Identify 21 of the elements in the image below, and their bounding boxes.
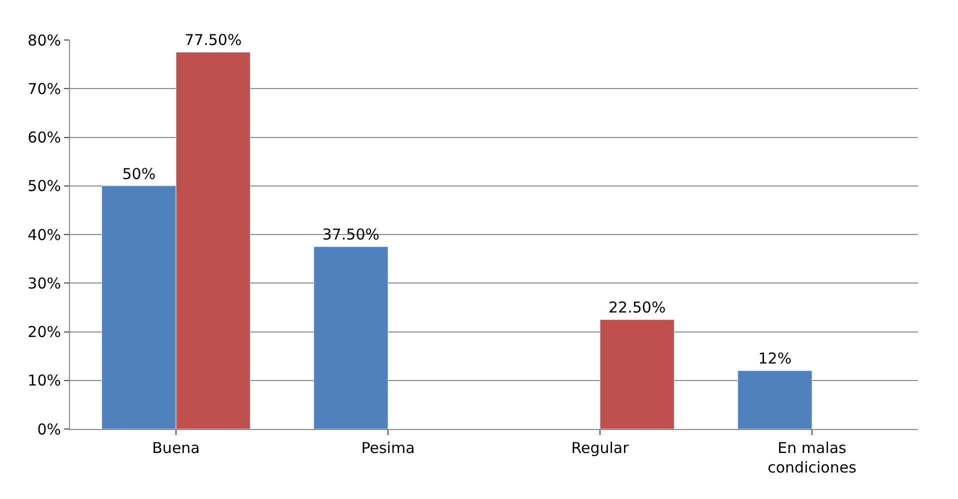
x-tick-label: Buena xyxy=(152,439,200,457)
x-tick-label: En malas condiciones xyxy=(768,439,857,476)
y-tick-label: 80% xyxy=(28,31,61,50)
y-tick-label: 40% xyxy=(28,226,61,244)
bar xyxy=(738,370,812,429)
y-tick-label: 0% xyxy=(37,420,61,438)
data-label: 22.50% xyxy=(608,298,666,317)
data-label: 50% xyxy=(122,164,156,183)
y-tick-label: 60% xyxy=(28,128,61,146)
bar xyxy=(600,319,674,429)
data-label: 77.50% xyxy=(184,31,242,50)
x-tick-label: Regular xyxy=(571,439,630,457)
y-tick-label: 30% xyxy=(28,274,61,292)
y-tick-label: 10% xyxy=(28,372,61,390)
y-tick-label: 20% xyxy=(28,323,61,341)
y-tick-label: 50% xyxy=(28,177,61,196)
data-label: 37.50% xyxy=(322,226,380,244)
y-tick-label: 70% xyxy=(28,80,61,98)
bar xyxy=(314,246,388,429)
data-label: 12% xyxy=(758,350,792,368)
x-tick-label: Pesima xyxy=(361,439,415,457)
